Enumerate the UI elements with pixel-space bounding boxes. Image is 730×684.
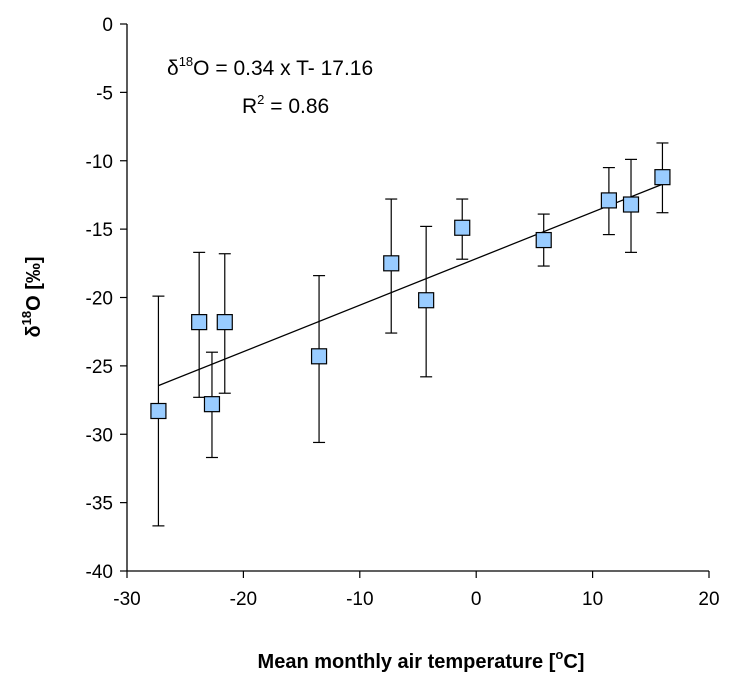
equation-superscript: 18 <box>179 54 193 69</box>
x-tick-label: 10 <box>582 589 603 610</box>
axes <box>120 23 710 578</box>
y-tick-label: -10 <box>86 152 113 173</box>
x-tick-label: -30 <box>113 589 140 610</box>
y-tick-label: -35 <box>86 494 113 515</box>
y-tick-label: -20 <box>86 289 113 310</box>
y-axis-title-delta: δ <box>23 325 45 337</box>
data-point <box>216 314 233 331</box>
x-tick-label: -20 <box>230 589 257 610</box>
r-squared-value: = 0.86 <box>264 95 329 118</box>
data-point <box>310 348 328 365</box>
data-point <box>535 231 552 249</box>
data-point <box>600 192 617 209</box>
data-point <box>622 196 640 213</box>
data-point <box>150 402 167 420</box>
y-tick-label: -5 <box>96 83 113 104</box>
x-tick-label: 0 <box>471 589 482 610</box>
y-tick-label: -30 <box>86 425 113 446</box>
data-point <box>654 169 671 186</box>
regression-equation: δ18O = 0.34 x T- 17.16 <box>167 54 373 80</box>
r-squared-label: R <box>242 95 257 118</box>
x-tick-label: -10 <box>346 589 373 610</box>
r-squared-superscript: 2 <box>257 92 264 107</box>
equation-delta: δ <box>167 57 179 80</box>
y-tick-label: -25 <box>86 357 113 378</box>
y-axis-title: δ18O [‰] <box>19 256 45 337</box>
x-axis-title: Mean monthly air temperature [oC] <box>258 647 585 673</box>
regression-line-group <box>158 183 663 387</box>
error-bars <box>152 142 669 527</box>
x-axis-title-superscript: o <box>555 647 563 662</box>
x-tick-label: 20 <box>698 589 719 610</box>
r-squared: R2 = 0.86 <box>242 92 329 118</box>
y-axis-title-superscript: 18 <box>19 311 34 325</box>
data-point <box>383 255 400 272</box>
equation-text: O = 0.34 x T- 17.16 <box>193 57 373 80</box>
x-axis-title-end: C] <box>563 651 584 673</box>
data-point <box>203 396 221 413</box>
y-tick-label: 0 <box>102 15 113 36</box>
data-points <box>150 169 671 420</box>
tick-labels: 0-5-10-15-20-25-30-35-40-30 -20 -10 0 10 20 <box>86 15 720 610</box>
regression-line <box>158 183 663 387</box>
y-tick-label: -15 <box>86 220 113 241</box>
y-tick-label: -40 <box>86 562 113 583</box>
data-point <box>454 219 471 236</box>
data-point <box>191 314 208 331</box>
data-point <box>418 292 435 309</box>
y-axis-title-main: O [‰] <box>23 256 45 310</box>
x-axis-title-main: Mean monthly air temperature [ <box>258 651 556 673</box>
